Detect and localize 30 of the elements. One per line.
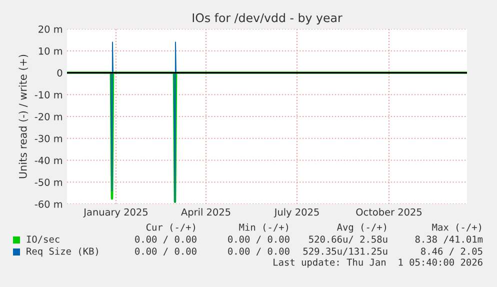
x-tick-label: April 2025 — [181, 208, 230, 218]
chart-title: IOs for /dev/vdd - by year — [192, 13, 342, 25]
y-tick-label: 0 — [57, 69, 62, 77]
y-tick-label: -50 m — [34, 178, 62, 186]
text: Min (-/+) — [239, 223, 288, 232]
y-tick-label: -60 m — [34, 200, 62, 208]
y-tick-label: -20 m — [34, 112, 62, 120]
x-tick-label: October 2025 — [356, 208, 422, 216]
text: Last update: Thu Jan 1 05:40:00 2026 — [274, 258, 482, 268]
y-tick-label: -10 m — [34, 91, 62, 98]
y-tick-label: 10 m — [38, 47, 62, 55]
text: 529.35u/131.25u — [303, 248, 388, 256]
y-axis-title: Units read (-) / write (+) — [18, 54, 28, 178]
text: 0.00 / 0.00 — [228, 248, 290, 256]
x-tick-label: January 2025 — [83, 208, 148, 218]
text: 0.00 / 0.00 — [135, 248, 196, 256]
text: 0.00 / 0.00 — [228, 236, 290, 244]
text: Cur (-/+) — [146, 223, 196, 232]
y-tick-label: -30 m — [34, 134, 62, 142]
text: Max (-/+) — [432, 223, 482, 232]
text: 8.38 /41.01m — [415, 236, 483, 244]
text: 8.46 / 2.05 — [421, 248, 482, 256]
text: Avg (-/+) — [337, 223, 386, 233]
text: 520.66u/ 2.58u — [309, 236, 388, 244]
y-tick-label: 20 m — [38, 25, 62, 33]
legend-label: Req Size (KB) — [26, 247, 98, 257]
text: 0.00 / 0.00 — [135, 236, 196, 244]
legend-label: IO/sec — [26, 236, 60, 244]
y-tick-label: -40 m — [34, 156, 62, 164]
x-tick-label: July 2025 — [274, 208, 319, 218]
